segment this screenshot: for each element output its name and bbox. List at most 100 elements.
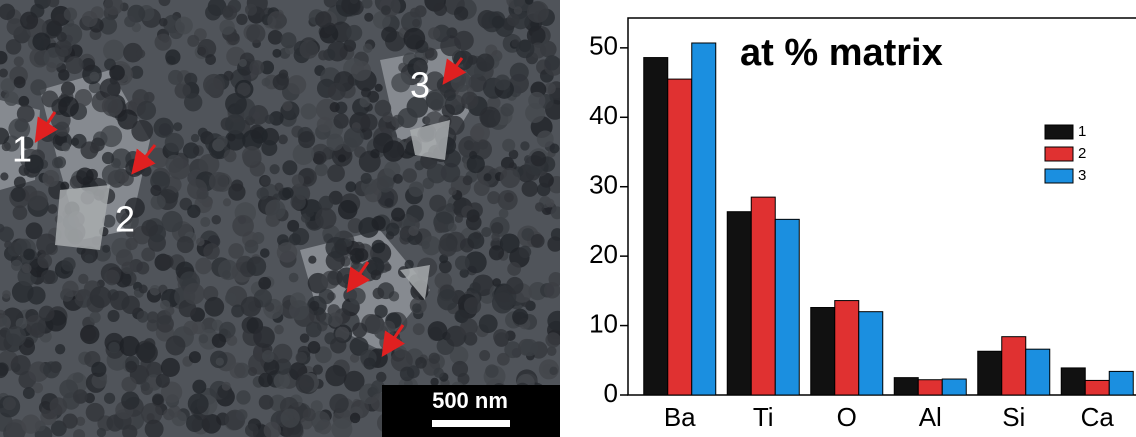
x-tick-label: Al	[919, 402, 942, 432]
grain	[0, 172, 8, 180]
grain	[189, 351, 201, 363]
grain	[274, 325, 284, 335]
grain	[510, 63, 529, 82]
grain	[97, 428, 106, 437]
grain	[547, 346, 557, 356]
grain	[360, 114, 377, 131]
scale-bar	[432, 420, 510, 427]
bar	[811, 308, 835, 395]
grain	[159, 18, 168, 27]
grain	[338, 154, 346, 162]
grain	[537, 183, 550, 196]
grain	[546, 199, 555, 208]
grain	[121, 391, 139, 409]
grain	[103, 40, 125, 62]
grain	[448, 187, 456, 195]
grain	[355, 248, 369, 262]
grain	[318, 50, 328, 60]
grain	[349, 288, 366, 305]
grain	[57, 32, 67, 42]
grain	[248, 367, 257, 376]
grain	[89, 312, 100, 323]
grain	[188, 393, 209, 414]
grain	[247, 256, 267, 276]
grain	[90, 286, 112, 308]
grain	[245, 240, 259, 254]
grain	[516, 40, 534, 58]
grain	[315, 163, 328, 176]
grain	[8, 242, 22, 256]
grain	[262, 350, 274, 362]
grain	[345, 181, 356, 192]
bar	[692, 43, 716, 395]
grain	[102, 96, 123, 117]
grain	[363, 43, 373, 53]
bar	[644, 58, 668, 395]
grain	[319, 289, 335, 305]
bar	[942, 379, 966, 395]
grain	[381, 5, 391, 15]
grain	[454, 6, 468, 20]
grain	[259, 395, 274, 410]
grain	[493, 329, 509, 345]
grain	[163, 409, 174, 420]
grain	[325, 237, 346, 258]
grain	[280, 408, 299, 427]
x-tick-label: O	[837, 402, 857, 432]
grain	[425, 48, 438, 61]
grain	[507, 14, 520, 27]
bar	[978, 351, 1002, 395]
grain	[216, 358, 224, 366]
grain	[289, 273, 299, 283]
x-tick-label: Ca	[1081, 402, 1115, 432]
grain	[55, 40, 73, 58]
grain	[151, 195, 166, 210]
grain	[187, 35, 199, 47]
grain	[66, 56, 84, 74]
grain	[4, 91, 18, 105]
grain	[196, 238, 204, 246]
chart: at % matrix 01020304050BaTiOAlSiCa123	[589, 18, 1136, 432]
grain	[277, 242, 298, 263]
grain	[177, 236, 194, 253]
grain	[301, 103, 317, 119]
grain	[393, 174, 403, 184]
grain	[429, 353, 440, 364]
grain	[253, 326, 275, 348]
grain	[528, 92, 545, 109]
grain	[461, 92, 479, 110]
grain	[371, 216, 385, 230]
grain	[58, 96, 79, 117]
grain	[352, 323, 367, 338]
grain	[265, 200, 285, 220]
grain	[413, 323, 425, 335]
region-label: 3	[410, 65, 430, 106]
grain	[239, 59, 247, 67]
grain	[404, 28, 426, 50]
grain	[219, 20, 234, 35]
scale-bar-label: 500 nm	[432, 388, 508, 413]
grain	[62, 257, 76, 271]
x-tick-label: Ba	[664, 402, 696, 432]
legend-swatch	[1045, 147, 1073, 161]
grain	[434, 368, 444, 378]
grain	[183, 142, 199, 158]
grain	[504, 193, 514, 203]
grain	[27, 286, 45, 304]
grain	[242, 146, 261, 165]
grain	[30, 79, 46, 95]
grain	[183, 283, 204, 304]
grain	[296, 375, 315, 394]
grain	[333, 113, 348, 128]
grain	[499, 209, 509, 219]
grain	[479, 314, 498, 333]
grain	[454, 31, 474, 51]
grain	[467, 155, 485, 173]
grain	[267, 11, 286, 30]
grain	[275, 183, 284, 192]
grain	[165, 133, 184, 152]
grain	[370, 149, 379, 158]
grain	[270, 164, 280, 174]
grain	[50, 397, 68, 415]
y-tick-label: 10	[589, 308, 618, 338]
